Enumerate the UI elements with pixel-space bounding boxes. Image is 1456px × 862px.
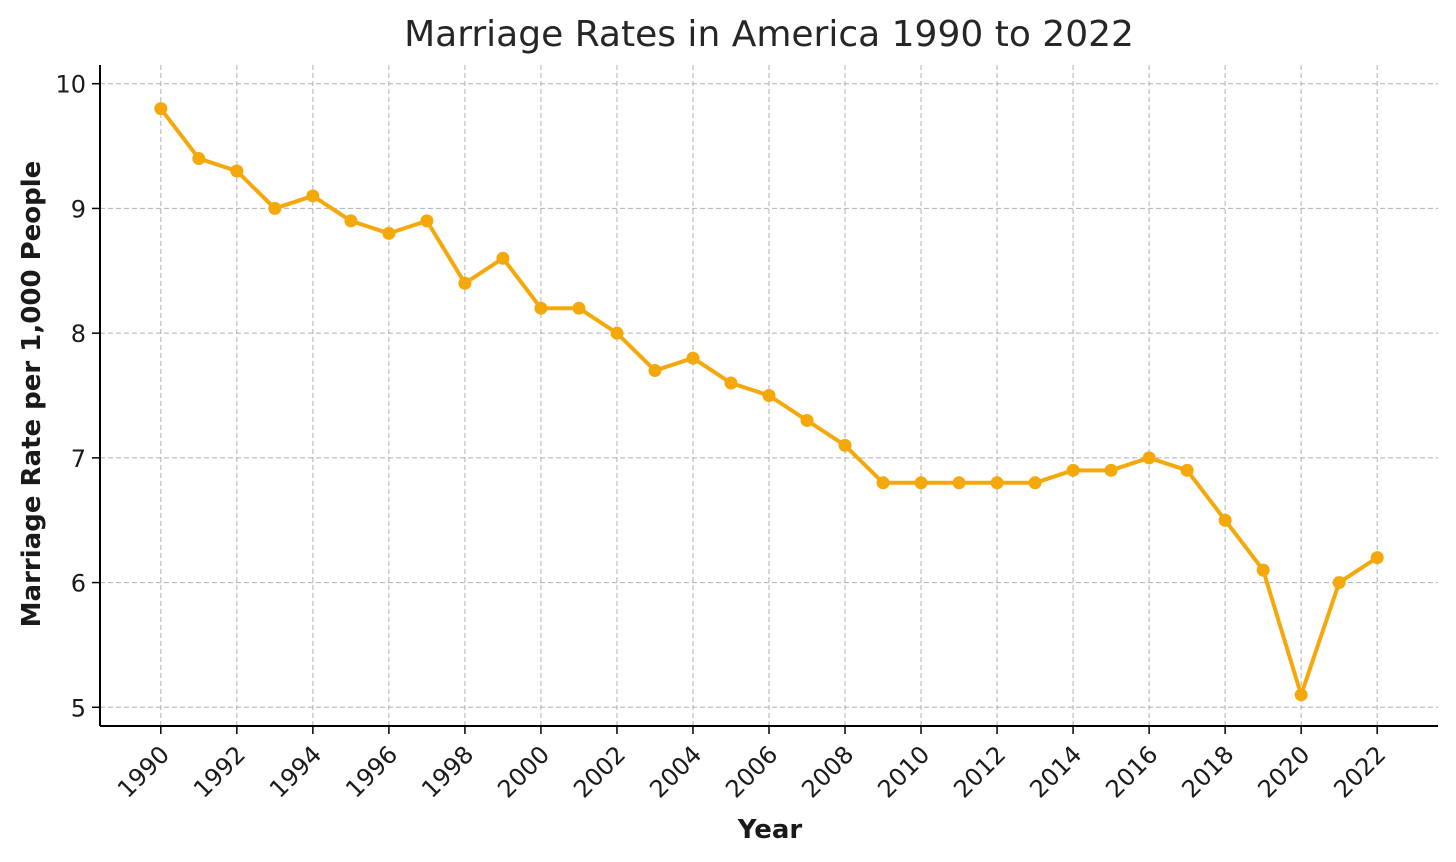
x-tick-label: 2002: [568, 740, 631, 803]
data-point-2014: [1066, 463, 1080, 477]
data-point-2008: [838, 438, 852, 452]
data-point-2011: [952, 476, 966, 490]
data-point-2000: [534, 301, 548, 315]
y-tick-label: 10: [55, 71, 86, 99]
data-point-2022: [1370, 551, 1384, 565]
x-tick-label: 1990: [112, 740, 175, 803]
data-point-2001: [572, 301, 586, 315]
data-point-2013: [1028, 476, 1042, 490]
grid-lines: [100, 65, 1438, 726]
data-point-2019: [1256, 563, 1270, 577]
data-point-1992: [230, 164, 244, 178]
axes: [92, 65, 1438, 734]
data-point-1995: [344, 214, 358, 228]
data-point-2012: [990, 476, 1004, 490]
data-point-2018: [1218, 513, 1232, 527]
y-tick-label: 7: [71, 445, 86, 473]
data-point-2010: [914, 476, 928, 490]
data-point-2021: [1332, 576, 1346, 590]
x-tick-label: 2018: [1176, 740, 1239, 803]
data-point-2003: [648, 364, 662, 378]
data-point-2005: [724, 376, 738, 390]
data-point-1996: [382, 226, 396, 240]
x-tick-label: 2020: [1252, 740, 1315, 803]
x-tick-label: 2022: [1328, 740, 1391, 803]
x-tick-label: 2004: [644, 740, 707, 803]
x-axis-label: Year: [737, 815, 803, 845]
data-point-2020: [1294, 688, 1308, 702]
y-tick-label: 6: [71, 570, 86, 598]
data-point-1994: [306, 189, 320, 203]
y-tick-label: 5: [71, 694, 86, 722]
data-point-2002: [610, 326, 624, 340]
x-tick-label: 2010: [872, 740, 935, 803]
data-point-1997: [420, 214, 434, 228]
data-point-1993: [268, 201, 282, 215]
data-point-2017: [1180, 463, 1194, 477]
data-point-2004: [686, 351, 700, 365]
x-tick-label: 2000: [492, 740, 555, 803]
data-point-2016: [1142, 451, 1156, 465]
data-point-2007: [800, 413, 814, 427]
x-tick-label: 2014: [1024, 740, 1087, 803]
x-tick-label: 2006: [720, 740, 783, 803]
data-series: [154, 102, 1384, 702]
y-axis-label: Marriage Rate per 1,000 People: [17, 161, 47, 628]
chart-title: Marriage Rates in America 1990 to 2022: [404, 14, 1134, 55]
data-point-1998: [458, 276, 472, 290]
x-tick-label: 2008: [796, 740, 859, 803]
x-tick-label: 1994: [264, 740, 327, 803]
data-point-2009: [876, 476, 890, 490]
data-point-2006: [762, 389, 776, 402]
y-tick-label: 8: [71, 320, 86, 348]
x-tick-label: 1992: [188, 740, 251, 803]
x-tick-label: 2012: [948, 740, 1011, 803]
x-tick-label: 1996: [340, 740, 403, 803]
y-tick-label: 9: [71, 195, 86, 223]
data-point-2015: [1104, 463, 1118, 477]
data-point-1999: [496, 251, 510, 265]
x-tick-label: 2016: [1100, 740, 1163, 803]
x-tick-label: 1998: [416, 740, 479, 803]
data-point-1991: [192, 152, 206, 166]
data-point-1990: [154, 102, 168, 116]
